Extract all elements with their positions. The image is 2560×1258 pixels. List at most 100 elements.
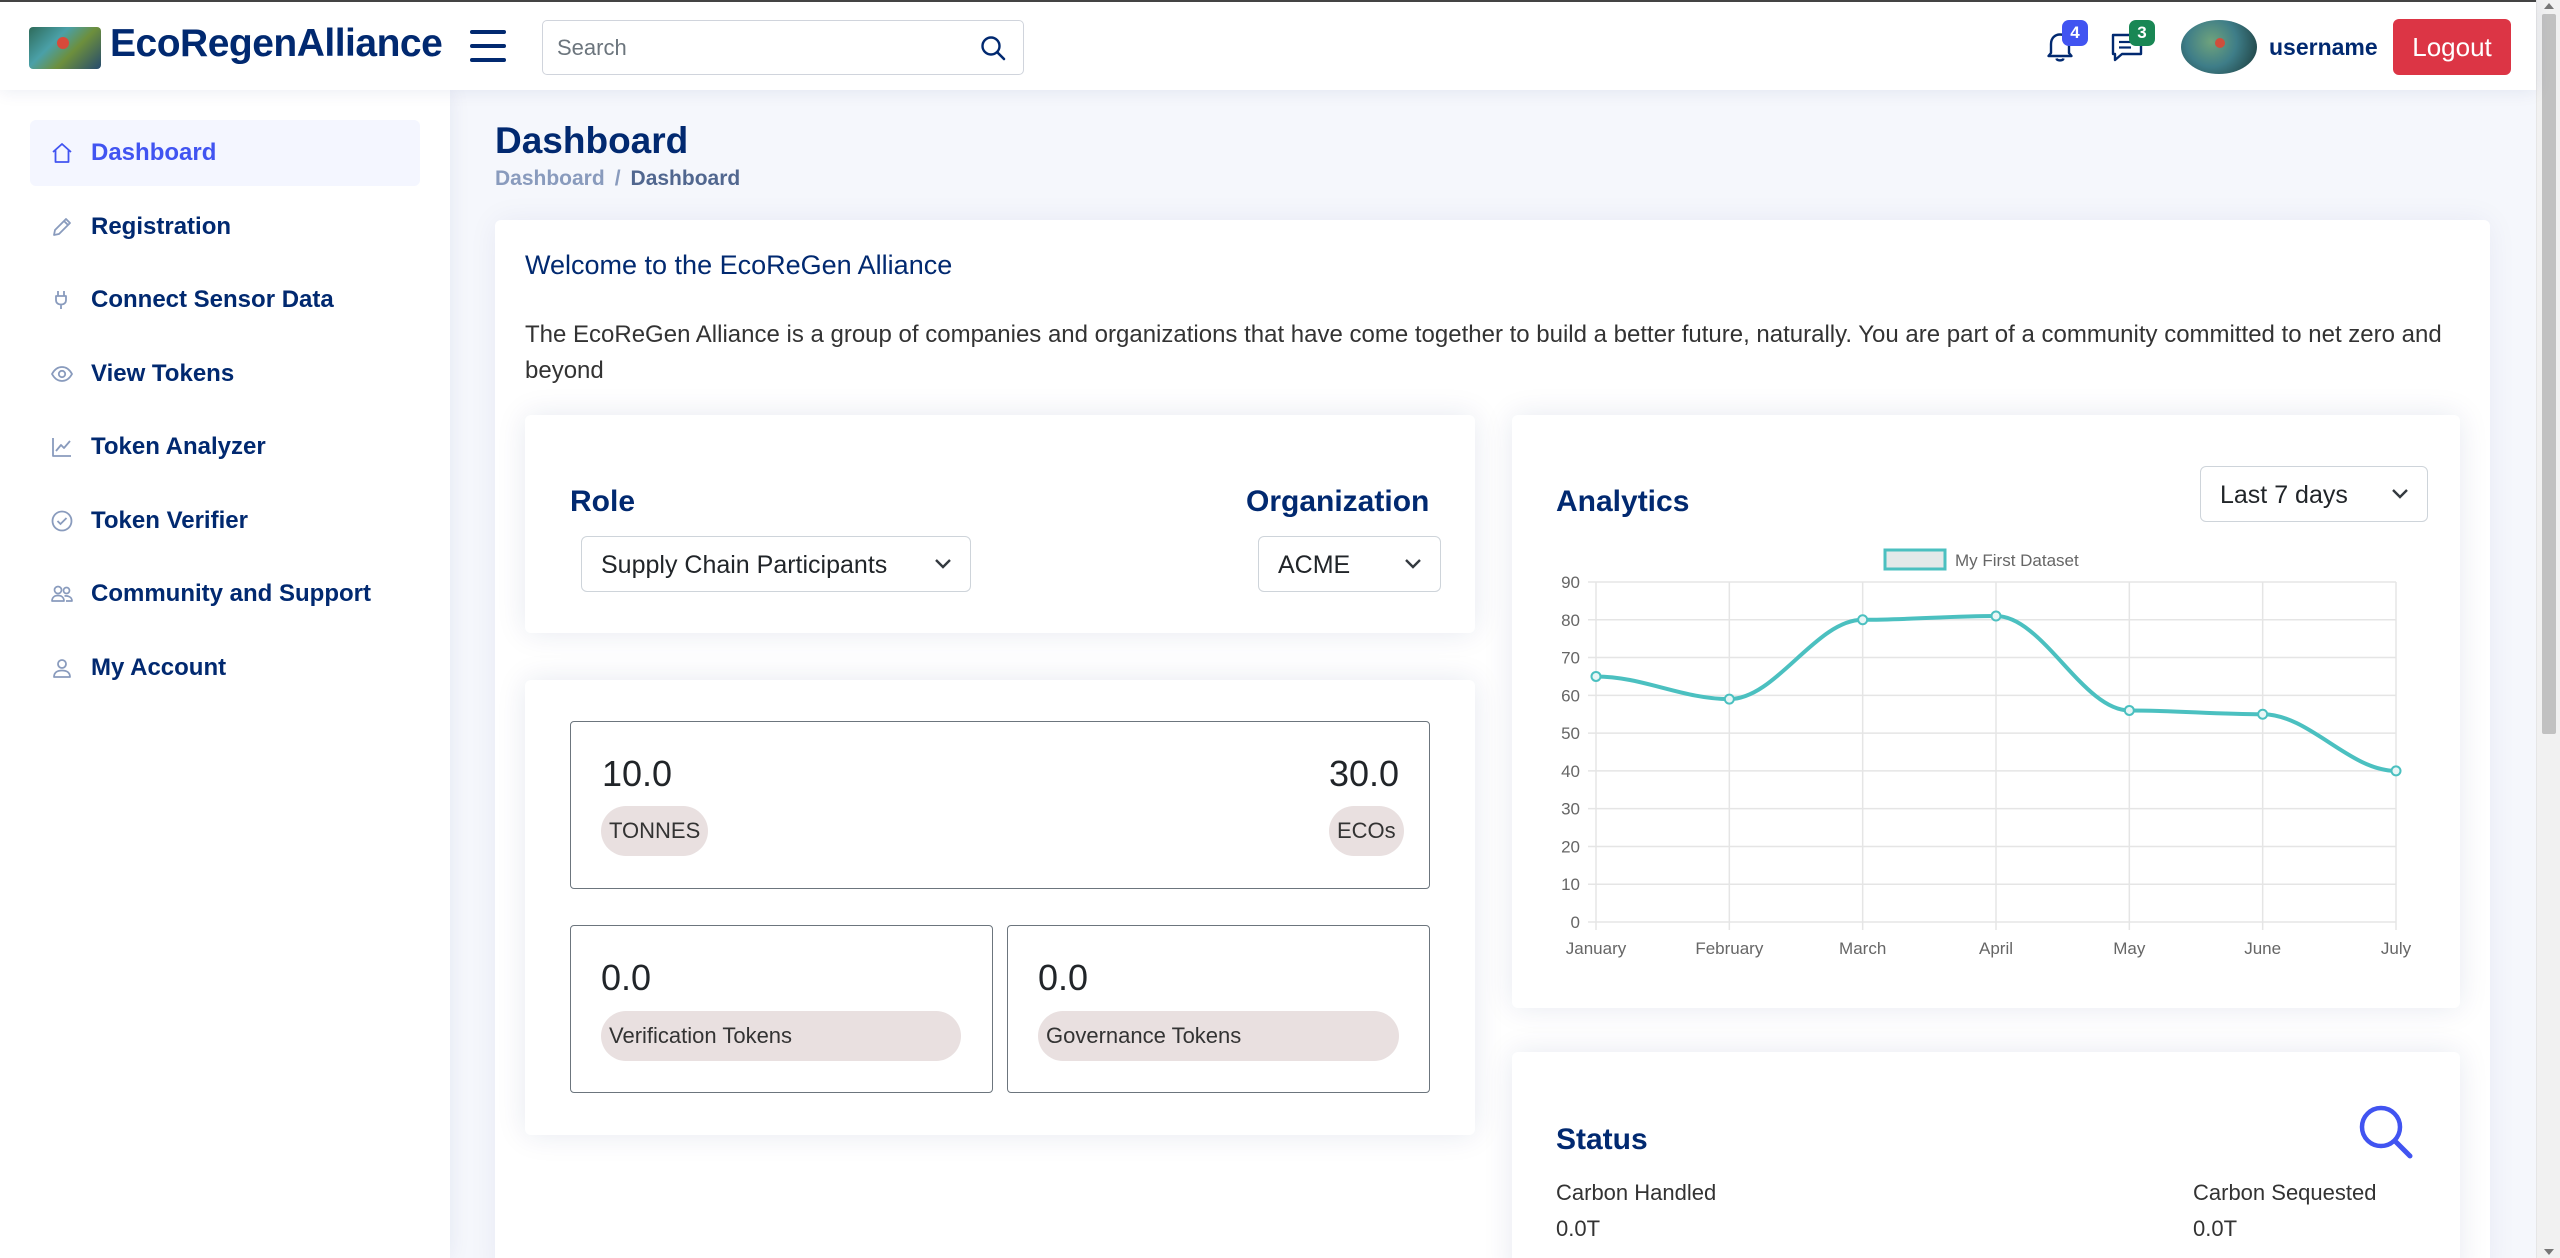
- sidebar-item-token-verifier[interactable]: Token Verifier: [30, 488, 420, 554]
- data-point: [1857, 614, 1869, 626]
- sidebar-item-label: Dashboard: [91, 139, 217, 166]
- page-scrollbar[interactable]: [2536, 0, 2560, 1258]
- data-point: [2257, 708, 2269, 720]
- y-tick-label: 70: [1561, 649, 1580, 668]
- sidebar-item-label: Community and Support: [91, 580, 371, 607]
- filter-card: [525, 415, 1475, 633]
- organization-select-value: ACME: [1278, 551, 1351, 579]
- breadcrumb: Dashboard / Dashboard: [495, 167, 741, 190]
- analytics-line-chart: 0 10 20 30 40 50 60 70 80 90 January February March A…: [1561, 548, 2412, 958]
- role-select-value: Supply Chain Participants: [601, 551, 888, 579]
- organization-select[interactable]: ACME: [1258, 536, 1441, 592]
- x-tick-label: March: [1839, 939, 1886, 958]
- governance-tokens-badge: Governance Tokens: [1038, 1011, 1399, 1061]
- plug-icon: [55, 291, 67, 309]
- sidebar-item-community-and-support[interactable]: Community and Support: [30, 561, 420, 627]
- chevron-down-icon: [1405, 559, 1421, 569]
- sidebar-item-view-tokens[interactable]: View Tokens: [30, 341, 420, 407]
- notifications-badge: 4: [2062, 20, 2088, 46]
- search-input[interactable]: [557, 31, 957, 65]
- date-range-value: Last 7 days: [2220, 481, 2348, 509]
- search-icon[interactable]: [979, 34, 1007, 62]
- analytics-title: Analytics: [1556, 485, 1690, 518]
- tonnes-badge: TONNES: [601, 806, 709, 856]
- x-tick-label: February: [1695, 939, 1764, 958]
- carbon-sequestered-value: 0.0T: [2193, 1216, 2238, 1241]
- ecos-value: 30.0: [1329, 753, 1400, 794]
- brand-logo[interactable]: [29, 27, 101, 69]
- role-label: Role: [570, 485, 636, 518]
- x-tick-label: June: [2244, 939, 2281, 958]
- sidebar-item-my-account[interactable]: My Account: [30, 635, 420, 701]
- logout-button[interactable]: Logout: [2393, 19, 2511, 75]
- chevron-down-icon: [935, 559, 951, 569]
- status-title: Status: [1556, 1123, 1648, 1156]
- graph-up-icon: [52, 438, 71, 457]
- carbon-sequestered-label: Carbon Sequested: [2193, 1180, 2377, 1205]
- y-tick-label: 0: [1571, 913, 1580, 932]
- sidebar-item-label: Token Analyzer: [91, 433, 266, 460]
- person-icon: [53, 659, 71, 678]
- verification-tokens-badge: Verification Tokens: [601, 1011, 961, 1061]
- y-tick-label: 10: [1561, 875, 1580, 894]
- date-range-select[interactable]: Last 7 days: [2200, 466, 2428, 522]
- scroll-down-arrow-icon[interactable]: [2544, 1249, 2554, 1255]
- sidebar-item-dashboard[interactable]: Dashboard: [30, 120, 420, 186]
- menu-toggle-icon[interactable]: [470, 30, 506, 62]
- sidebar-item-registration[interactable]: Registration: [30, 194, 420, 260]
- sidebar-item-label: View Tokens: [91, 360, 235, 387]
- sidebar-item-label: Registration: [91, 213, 232, 240]
- notifications-button[interactable]: 4: [2040, 20, 2088, 66]
- y-tick-label: 50: [1561, 724, 1580, 743]
- x-tick-label: July: [2381, 939, 2412, 958]
- ecos-badge: ECOs: [1329, 806, 1404, 856]
- welcome-text: The EcoReGen Alliance is a group of comp…: [525, 321, 2442, 384]
- top-header: EcoRegenAlliance 4 3 username Logout: [0, 0, 2536, 90]
- carbon-handled-label: Carbon Handled: [1556, 1180, 1717, 1205]
- welcome-title: Welcome to the EcoReGen Alliance: [525, 250, 953, 280]
- breadcrumb-current: Dashboard: [630, 167, 741, 190]
- pencil-icon: [53, 218, 71, 236]
- people-icon: [51, 585, 73, 602]
- x-tick-label: January: [1566, 939, 1627, 958]
- eye-icon: [50, 366, 74, 382]
- y-tick-label: 30: [1561, 800, 1580, 819]
- messages-badge: 3: [2129, 20, 2155, 46]
- role-select[interactable]: Supply Chain Participants: [581, 536, 971, 592]
- governance-tokens-box: [1007, 925, 1430, 1093]
- verification-tokens-box: [570, 925, 993, 1093]
- sidebar-item-label: My Account: [91, 654, 227, 681]
- x-tick-label: May: [2113, 939, 2146, 958]
- house-icon: [52, 143, 72, 163]
- y-tick-label: 20: [1561, 837, 1580, 856]
- y-tick-label: 80: [1561, 611, 1580, 630]
- check-circle-icon: [51, 510, 73, 532]
- verification-tokens-value: 0.0: [601, 957, 652, 998]
- chevron-down-icon: [2392, 489, 2408, 499]
- page-title: Dashboard: [495, 120, 689, 161]
- avatar[interactable]: [2181, 20, 2257, 74]
- tonnes-ecos-box: [570, 721, 1430, 889]
- status-card: [1512, 1052, 2460, 1258]
- data-point: [1723, 693, 1735, 705]
- sidebar-item-connect-sensor-data[interactable]: Connect Sensor Data: [30, 267, 420, 333]
- organization-label: Organization: [1246, 485, 1430, 518]
- y-tick-label: 90: [1561, 573, 1580, 592]
- tonnes-value: 10.0: [602, 753, 673, 794]
- messages-button[interactable]: 3: [2107, 20, 2155, 66]
- data-point: [2390, 765, 2402, 777]
- y-tick-label: 60: [1561, 686, 1580, 705]
- search-bar: [542, 20, 1024, 75]
- legend-swatch: [1883, 548, 1947, 571]
- sidebar-item-token-analyzer[interactable]: Token Analyzer: [30, 414, 420, 480]
- brand-name[interactable]: EcoRegenAlliance: [110, 22, 443, 65]
- sidebar: Dashboard Registration Connect Sensor Da…: [0, 90, 450, 1258]
- search-icon[interactable]: [2355, 1102, 2415, 1162]
- governance-tokens-value: 0.0: [1038, 957, 1089, 998]
- scroll-up-arrow-icon[interactable]: [2544, 3, 2554, 9]
- carbon-handled-value: 0.0T: [1556, 1216, 1601, 1241]
- scrollbar-thumb[interactable]: [2542, 14, 2556, 734]
- breadcrumb-link[interactable]: Dashboard: [495, 167, 605, 190]
- sidebar-item-label: Token Verifier: [91, 507, 248, 534]
- username-label[interactable]: username: [2269, 34, 2378, 60]
